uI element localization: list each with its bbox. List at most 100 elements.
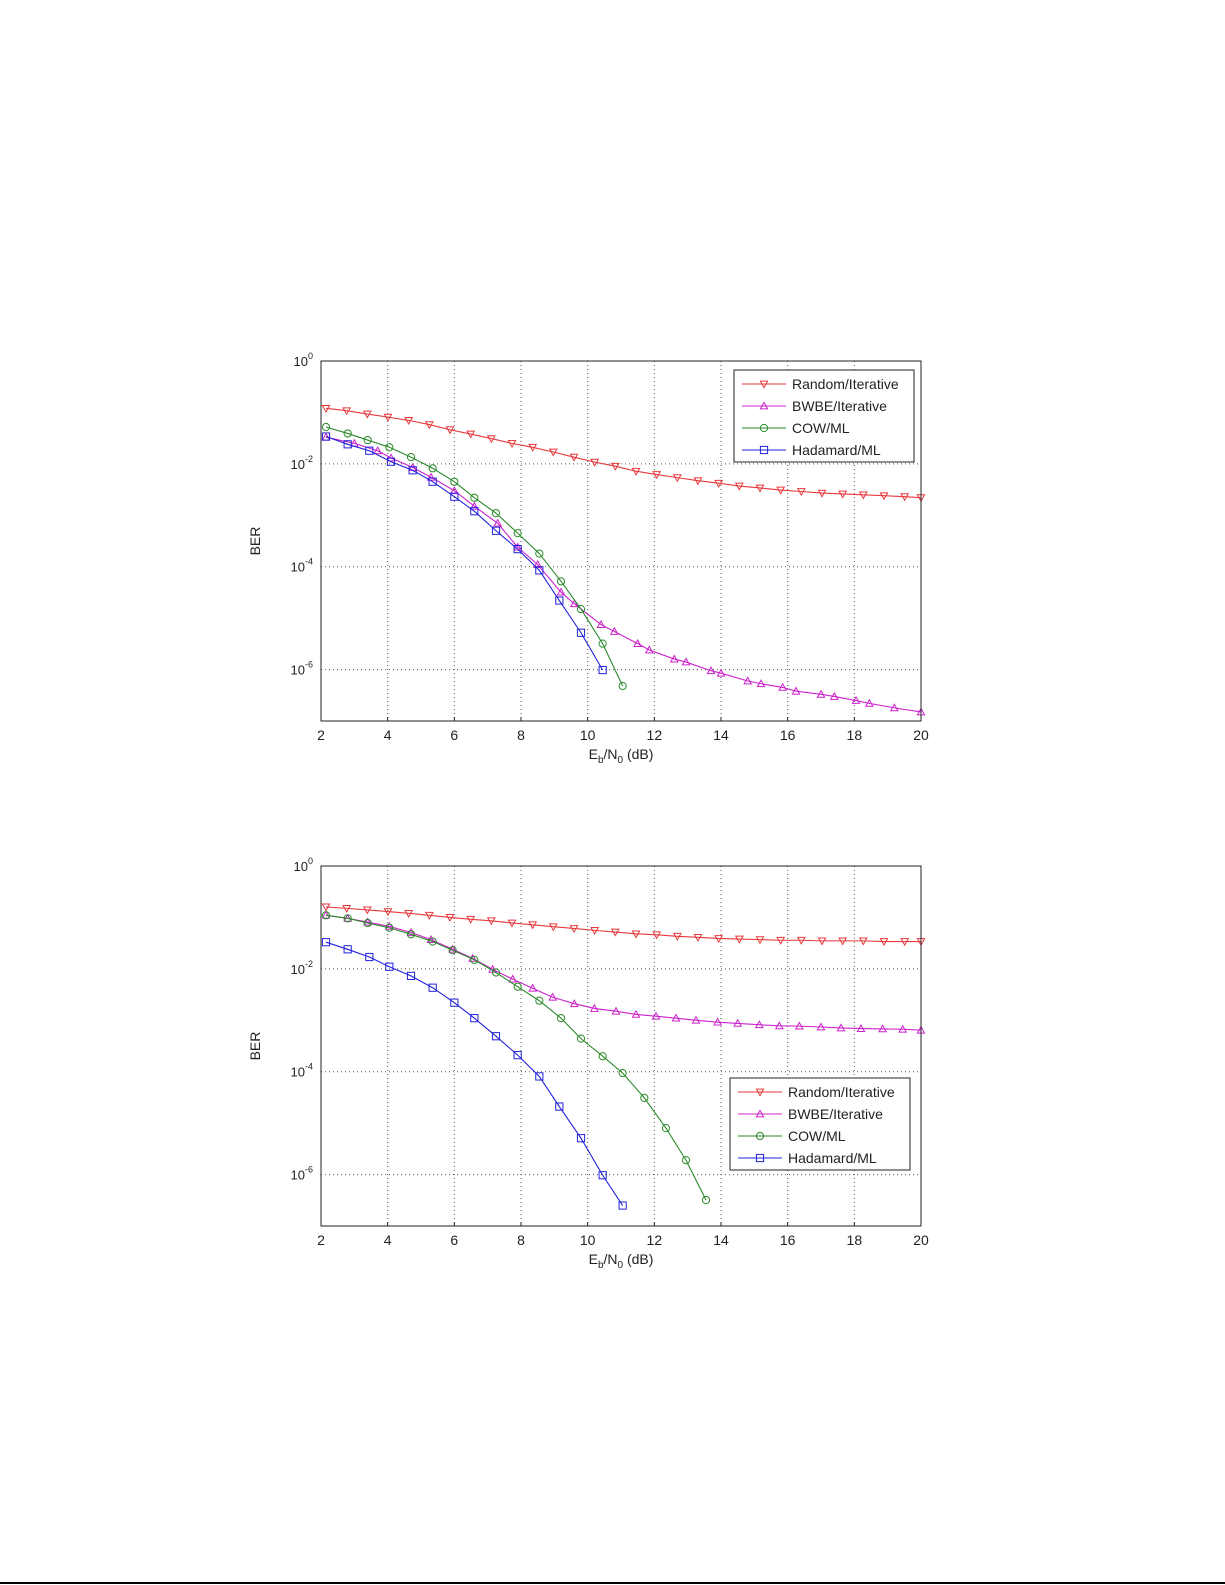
legend-label: Random/Iterative <box>792 376 899 392</box>
triangle-up-marker-icon <box>373 446 383 455</box>
triangle-up-marker-icon <box>791 686 801 695</box>
circle-marker-icon <box>450 477 459 486</box>
circle-marker-icon <box>491 968 501 977</box>
square-marker-icon <box>491 526 501 535</box>
circle-marker-icon <box>755 1131 765 1141</box>
triangle-up-marker-icon <box>681 657 691 666</box>
circle-marker-icon <box>759 423 769 433</box>
square-marker-icon <box>755 1153 765 1163</box>
ber-chart-1: 2 4 6 8 10 12 14 16 18 20 100 10-2 10-4 10-6 BER Eb/… <box>240 340 940 780</box>
triangle-up-marker-icon <box>756 679 766 688</box>
triangle-down-marker-icon <box>528 443 538 452</box>
circle-marker-icon <box>513 982 522 991</box>
legend-label: BWBE/Iterative <box>792 398 887 414</box>
square-marker-icon <box>513 545 522 554</box>
y-tick-label: 10-6 <box>291 1165 313 1183</box>
x-tick-label: 4 <box>384 1232 392 1248</box>
square-marker-icon <box>428 983 437 992</box>
triangle-down-marker-icon <box>610 928 620 937</box>
circle-marker-icon <box>428 937 437 946</box>
series-random-iterative <box>321 404 926 503</box>
legend-label: BWBE/Iterative <box>788 1106 883 1122</box>
series-hadamard-ml <box>321 938 627 1210</box>
circle-marker-icon <box>576 1034 586 1043</box>
triangle-up-marker-icon <box>384 921 394 930</box>
triangle-down-marker-icon <box>486 435 496 444</box>
triangle-down-marker-icon <box>321 903 331 912</box>
triangle-up-marker-icon <box>706 666 716 675</box>
triangle-down-marker-icon <box>900 938 910 947</box>
triangle-down-marker-icon <box>652 931 662 940</box>
triangle-up-marker-icon <box>528 983 538 992</box>
chart-2-x-axis-label: Eb/N0 (dB) <box>589 1251 654 1271</box>
square-marker-icon <box>491 1032 501 1041</box>
square-marker-icon <box>555 596 564 605</box>
x-tick-label: 18 <box>847 1232 863 1248</box>
chart-2-plot-frame <box>320 865 922 1227</box>
triangle-down-marker-icon <box>755 936 765 945</box>
legend-label: Hadamard/ML <box>792 442 881 458</box>
triangle-up-marker-icon <box>898 1024 908 1033</box>
triangle-down-marker-icon <box>714 479 724 488</box>
legend-item: Random/Iterative <box>742 376 899 392</box>
triangle-down-marker-icon <box>548 448 558 457</box>
square-marker-icon <box>535 566 544 575</box>
series-hadamard-ml <box>321 432 607 675</box>
legend-label: COW/ML <box>792 420 850 436</box>
triangle-up-marker-icon <box>889 703 899 712</box>
triangle-up-marker-icon <box>589 1003 599 1012</box>
legend-label: Hadamard/ML <box>788 1150 877 1166</box>
legend-item: COW/ML <box>738 1128 846 1144</box>
triangle-down-marker-icon <box>466 430 476 439</box>
triangle-down-marker-icon <box>342 904 352 914</box>
square-marker-icon <box>618 1201 627 1210</box>
square-marker-icon <box>450 492 459 501</box>
triangle-up-marker-icon <box>754 1020 764 1029</box>
triangle-down-marker-icon <box>776 936 786 945</box>
triangle-down-marker-icon <box>796 936 806 945</box>
circle-marker-icon <box>598 639 607 648</box>
triangle-up-marker-icon <box>493 518 503 527</box>
triangle-down-marker-icon <box>672 932 682 941</box>
triangle-down-marker-icon <box>734 935 744 944</box>
chart-2-x-ticks: 2 4 6 8 10 12 14 16 18 20 <box>317 1222 929 1248</box>
chart-2-svg: 2 4 6 8 10 12 14 16 18 20 100 10-2 10-4 10-6 BER Eb/… <box>247 856 929 1271</box>
triangle-down-marker-icon <box>759 380 769 389</box>
y-tick-label: 100 <box>294 351 313 369</box>
x-tick-label: 6 <box>450 727 458 743</box>
square-marker-icon <box>343 440 352 449</box>
triangle-down-marker-icon <box>693 933 703 942</box>
chart-1-legend: Random/Iterative BWBE/Iterative COW/ML Hada… <box>733 369 915 463</box>
triangle-up-marker-icon <box>508 974 518 983</box>
triangle-down-marker-icon <box>734 482 744 491</box>
triangle-down-marker-icon <box>776 486 786 495</box>
triangle-up-marker-icon <box>569 999 579 1008</box>
circle-marker-icon <box>428 464 437 473</box>
square-marker-icon <box>470 507 479 516</box>
x-tick-label: 10 <box>580 727 596 743</box>
x-tick-label: 16 <box>780 1232 796 1248</box>
triangle-down-marker-icon <box>652 471 662 480</box>
triangle-up-marker-icon <box>716 668 726 677</box>
triangle-down-marker-icon <box>858 491 868 500</box>
triangle-up-marker-icon <box>449 486 459 495</box>
triangle-up-marker-icon <box>548 992 558 1001</box>
triangle-up-marker-icon <box>794 1021 804 1030</box>
triangle-down-marker-icon <box>796 488 806 497</box>
chart-1-grid <box>321 361 921 721</box>
triangle-up-marker-icon <box>671 1013 681 1022</box>
circle-marker-icon <box>470 493 479 502</box>
circle-marker-icon <box>535 549 544 558</box>
square-marker-icon <box>535 1072 544 1081</box>
square-marker-icon <box>759 445 769 455</box>
x-tick-label: 8 <box>517 727 525 743</box>
triangle-up-marker-icon <box>633 638 643 647</box>
triangle-down-marker-icon <box>590 926 600 936</box>
triangle-up-marker-icon <box>426 472 436 481</box>
circle-marker-icon <box>513 529 522 538</box>
series-random-iterative <box>321 903 926 947</box>
x-tick-label: 16 <box>780 727 796 743</box>
circle-marker-icon <box>681 1156 691 1165</box>
triangle-down-marker-icon <box>817 937 827 946</box>
x-tick-label: 14 <box>713 727 729 743</box>
